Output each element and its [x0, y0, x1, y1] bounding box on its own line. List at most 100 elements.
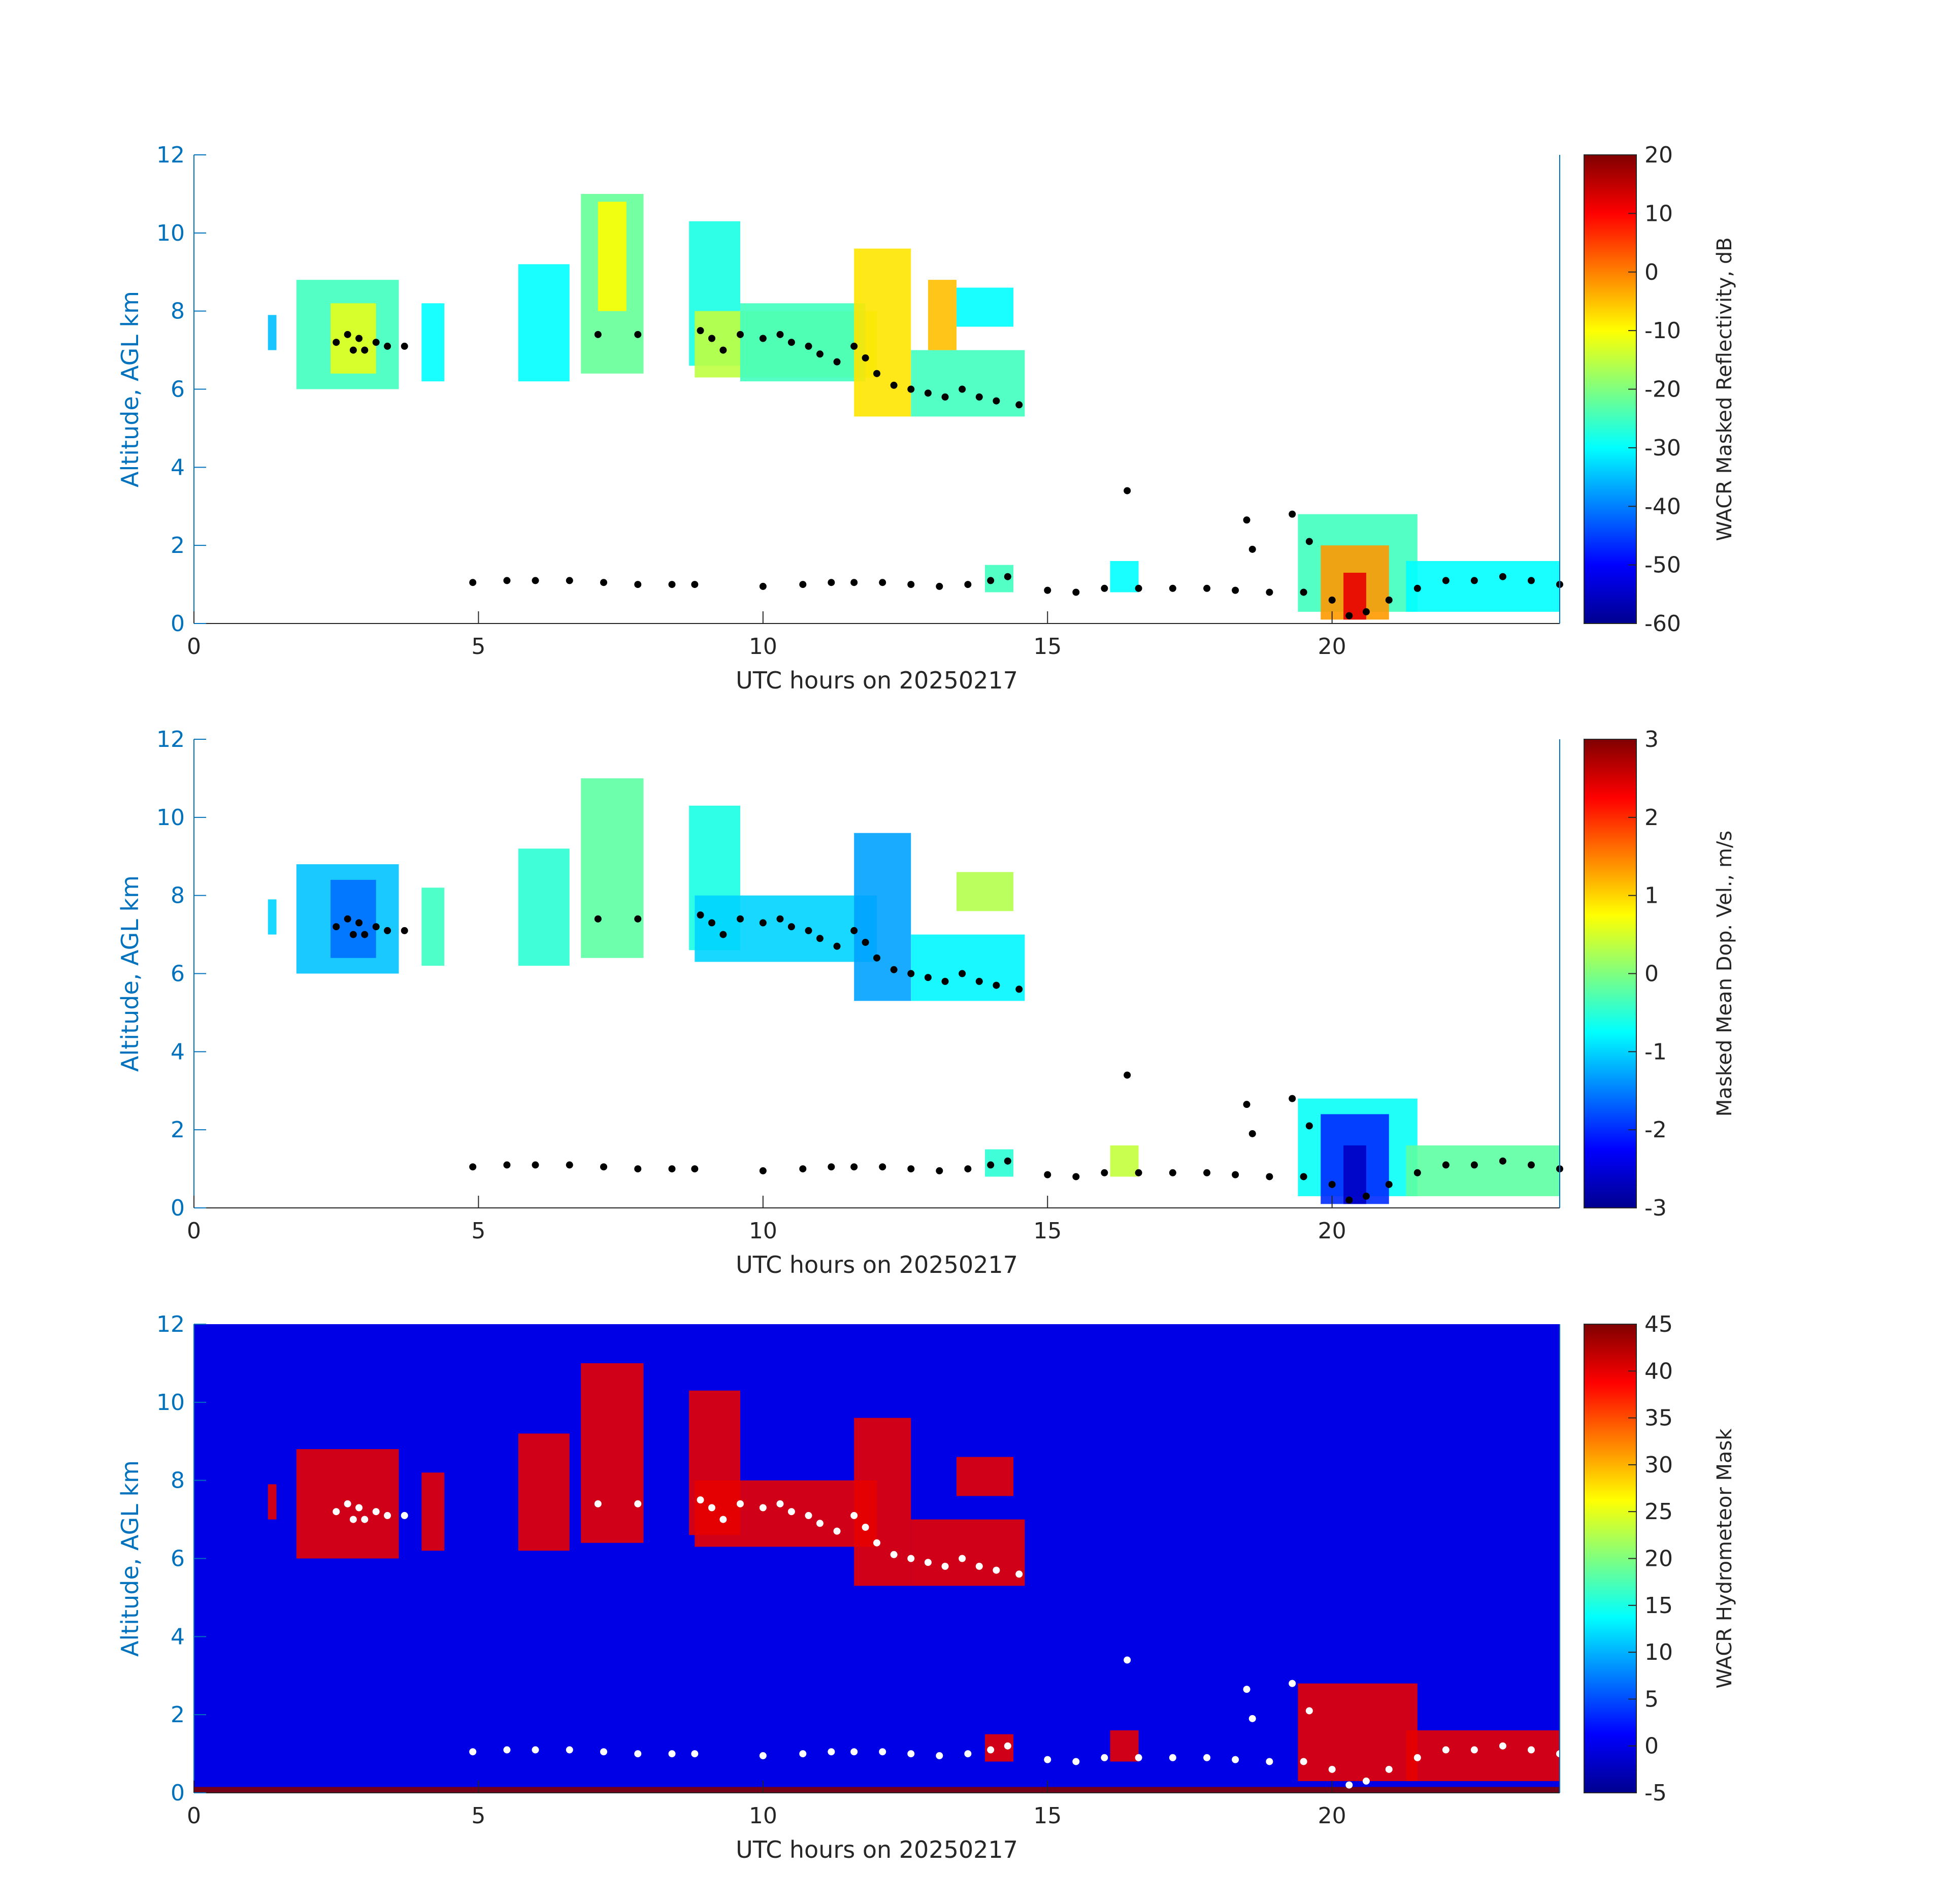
cloud-base-point — [1470, 1161, 1478, 1169]
cloud-region — [1406, 561, 1560, 612]
cloud-base-point — [401, 342, 408, 350]
y-tick-label: 8 — [171, 299, 185, 324]
y-tick-label: 12 — [156, 727, 185, 752]
cloud-base-point — [1470, 577, 1478, 584]
cloud-base-point — [1101, 1169, 1108, 1176]
cloud-base-point — [372, 339, 380, 346]
cloud-base-point — [833, 358, 841, 366]
cloud-base-point — [372, 923, 380, 931]
cloud-base-point — [907, 1555, 915, 1562]
cloud-base-point — [776, 1500, 784, 1507]
cloud-base-point — [361, 931, 369, 938]
cloud-base-point — [697, 1496, 704, 1504]
colorbar-tick-label: -20 — [1644, 377, 1681, 403]
cloud-base-point — [799, 581, 807, 588]
colorbar-tick-label: 15 — [1644, 1593, 1673, 1619]
cloud-base-point — [828, 579, 835, 586]
cloud-base-point — [907, 1165, 915, 1173]
cloud-base-point — [532, 577, 539, 584]
cloud-base-point — [1442, 577, 1450, 584]
y-tick-label: 6 — [171, 961, 185, 987]
cloud-base-point — [993, 981, 1000, 989]
cloud-base-point — [1135, 584, 1142, 592]
cloud-base-point — [850, 1748, 858, 1756]
cloud-region — [1110, 561, 1139, 593]
cloud-base-point — [1243, 1686, 1250, 1693]
colorbar-tick-label: 10 — [1644, 1639, 1673, 1665]
cloud-region — [581, 778, 644, 958]
points-layer — [333, 327, 1563, 619]
cloud-base-point — [1015, 1570, 1023, 1578]
cloud-region — [331, 879, 376, 958]
x-tick-label: 10 — [749, 1803, 777, 1829]
cloud-base-point — [879, 1163, 886, 1171]
cloud-base-point — [816, 935, 824, 942]
cloud-base-point — [691, 581, 699, 588]
cloud-base-point — [759, 1504, 767, 1512]
cloud-base-point — [1442, 1746, 1450, 1754]
cloud-base-point — [361, 346, 369, 354]
cloud-base-point — [355, 919, 363, 927]
x-tick-label: 15 — [1033, 1803, 1062, 1829]
cloud-base-point — [1328, 596, 1336, 604]
cloud-base-point — [691, 1165, 699, 1173]
cloud-base-point — [1203, 1169, 1211, 1176]
colorbar-tick-label: 20 — [1644, 1546, 1673, 1572]
cloud-base-point — [344, 331, 351, 338]
y-tick-label: 12 — [156, 142, 185, 168]
x-tick-label: 20 — [1318, 1803, 1346, 1829]
cloud-base-point — [936, 1752, 943, 1759]
cloud-base-point — [668, 1165, 676, 1173]
colorbar-tick-label: -5 — [1644, 1780, 1667, 1806]
cloud-base-point — [1169, 1169, 1176, 1176]
cloud-base-point — [833, 1527, 841, 1535]
cloud-base-point — [1248, 545, 1256, 553]
x-axis-label: UTC hours on 20250217 — [736, 1251, 1018, 1278]
cloud-base-point — [941, 977, 949, 985]
cloud-base-point — [907, 1750, 915, 1758]
y-tick-label: 6 — [171, 377, 185, 403]
cloud-base-point — [719, 346, 727, 354]
cloud-region — [1110, 1730, 1139, 1762]
colorbar-label: WACR Masked Reflectivity, dB — [1713, 237, 1736, 541]
cloud-region — [854, 1418, 911, 1586]
cloud-base-point — [1044, 586, 1051, 594]
x-tick-label: 0 — [187, 1218, 201, 1244]
cloud-base-point — [799, 1165, 807, 1173]
cloud-base-point — [850, 342, 858, 350]
colorbar-tick-label: -30 — [1644, 435, 1681, 461]
axes-layer: 0 5 10 15 20 0 2 4 6 8 10 12 — [156, 1311, 1560, 1829]
cloud-base-point — [600, 579, 607, 586]
cloud-base-point — [1101, 584, 1108, 592]
colorbar-ticks: -60 -50 -40 -30 -20 -10 0 10 20 — [1628, 142, 1681, 637]
cloud-base-point — [975, 393, 983, 401]
cloud-base-point — [828, 1748, 835, 1756]
cloud-base-point — [924, 389, 932, 397]
cloud-base-point — [987, 577, 995, 584]
cloud-base-point — [1289, 1680, 1296, 1687]
colorbar-tick-label: 2 — [1644, 805, 1659, 831]
x-tick-label: 10 — [749, 634, 777, 660]
cloud-base-point — [1232, 1756, 1239, 1763]
cloud-base-point — [355, 335, 363, 342]
cloud-base-point — [349, 346, 357, 354]
cloud-region — [581, 1363, 644, 1543]
cloud-base-point — [759, 919, 767, 927]
cloud-base-point — [1072, 588, 1080, 596]
cloud-base-point — [850, 1163, 858, 1171]
cloud-base-point — [469, 579, 477, 586]
colorbar-tick-label: -60 — [1644, 611, 1681, 637]
cloud-region — [854, 248, 911, 417]
cloud-base-point — [805, 927, 812, 934]
cloud-region — [268, 899, 277, 935]
cloud-base-point — [759, 582, 767, 590]
cloud-base-point — [964, 1165, 972, 1173]
cloud-base-point — [816, 350, 824, 358]
cloud-base-point — [1015, 401, 1023, 409]
axes-layer: 0 5 10 15 20 0 2 4 6 8 10 12 — [156, 142, 1560, 660]
x-tick-label: 15 — [1033, 1218, 1062, 1244]
cloud-base-point — [987, 1161, 995, 1169]
cloud-base-point — [594, 915, 602, 923]
